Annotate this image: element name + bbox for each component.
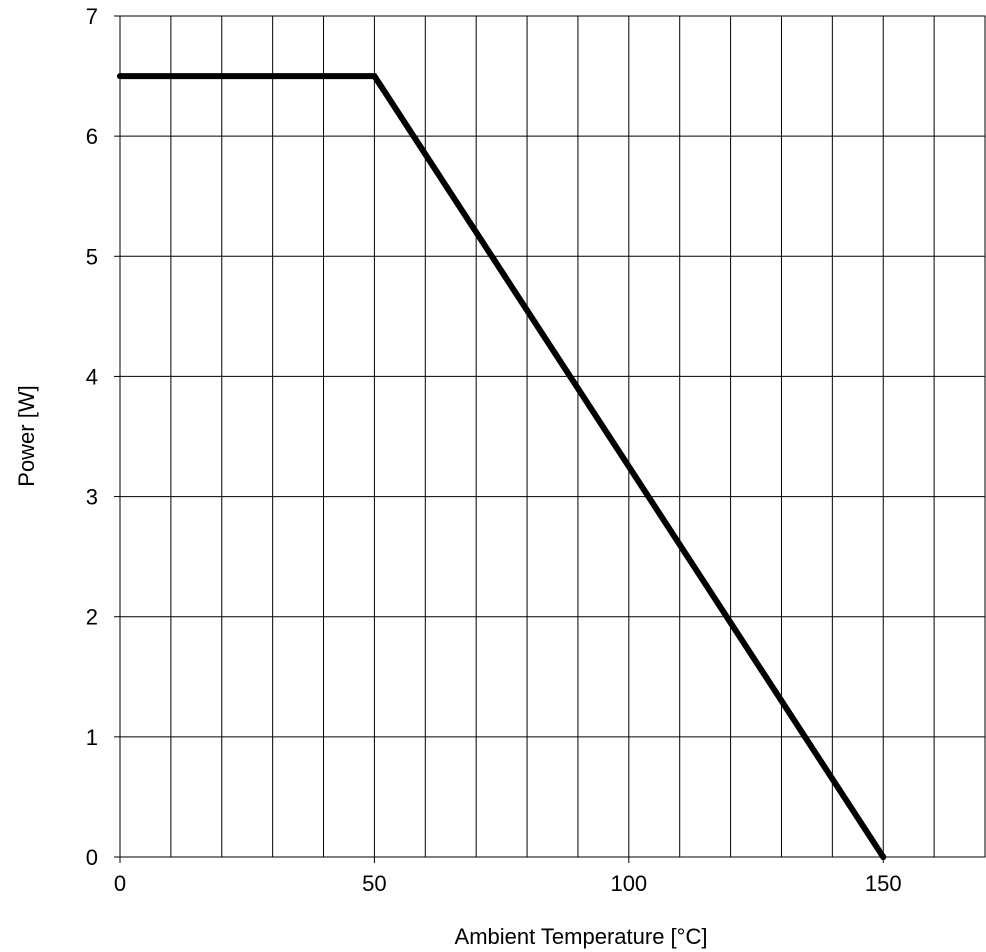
- data-point: [880, 854, 887, 860]
- vertical-gridlines: [119, 16, 986, 857]
- x-axis-label: Ambient Temperature [°C]: [455, 924, 708, 949]
- y-tick-label: 6: [86, 124, 98, 149]
- y-axis-ticks: 0 1 2 3 4 5 6 7: [86, 4, 120, 870]
- y-axis-label: Power [W]: [14, 385, 39, 486]
- data-point: [117, 73, 123, 80]
- data-point: [371, 73, 378, 80]
- horizontal-gridlines: [120, 15, 985, 858]
- y-tick-label: 1: [86, 725, 98, 750]
- plot-frame: [119, 15, 986, 858]
- x-tick-label: 100: [610, 871, 647, 896]
- series-line: [117, 73, 887, 860]
- series-group: [117, 73, 887, 860]
- y-tick-label: 4: [86, 364, 98, 389]
- y-tick-label: 7: [86, 4, 98, 29]
- y-tick-label: 5: [86, 244, 98, 269]
- y-tick-label: 3: [86, 485, 98, 510]
- y-tick-label: 2: [86, 605, 98, 630]
- x-tick-label: 0: [114, 871, 126, 896]
- x-tick-label: 150: [865, 871, 902, 896]
- x-axis-ticks: 0 50 100 150: [114, 857, 902, 896]
- x-tick-label: 50: [362, 871, 386, 896]
- y-tick-label: 0: [86, 845, 98, 870]
